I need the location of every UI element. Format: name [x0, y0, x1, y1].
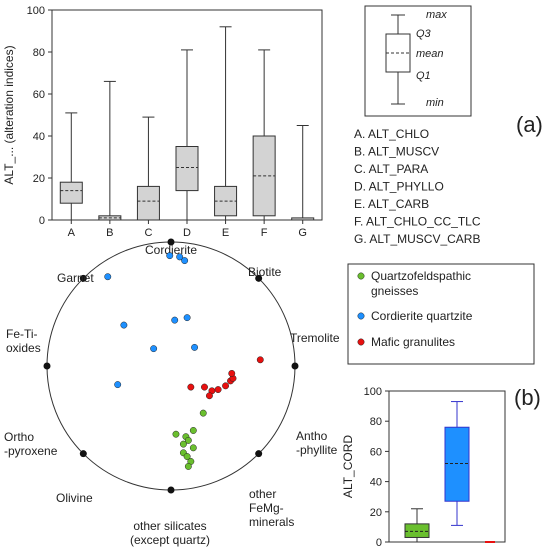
point-green	[189, 444, 197, 452]
point-red	[201, 383, 208, 391]
y-tick-label: 100	[27, 5, 45, 17]
key-q3-label: Q3	[416, 28, 432, 40]
panel-label-b: (b)	[514, 385, 541, 410]
point-red	[214, 386, 222, 394]
box-blue	[444, 426, 470, 502]
y-tick-label: 0	[39, 215, 45, 227]
y-tick-label: 40	[33, 131, 45, 143]
y-tick-label: 0	[376, 537, 382, 549]
point-red	[256, 356, 264, 364]
x-tick-label: E	[222, 227, 229, 239]
y-tick-label: 40	[370, 477, 382, 489]
point-red	[187, 383, 195, 391]
x-tick-label: B	[106, 227, 113, 239]
y-axis-label: ALT_CORD	[341, 435, 355, 498]
point-blue	[171, 316, 179, 324]
key-mean-label: mean	[416, 48, 444, 60]
legend-label: Mafic granulites	[371, 335, 455, 349]
key-min-label: min	[426, 97, 444, 109]
point-blue	[176, 253, 184, 261]
point-green	[172, 430, 180, 438]
point-blue	[181, 257, 189, 265]
legend-label: Quartzofeldspathic gneisses	[371, 269, 471, 298]
plot-frame	[388, 390, 506, 543]
point-blue	[166, 252, 174, 260]
point-green	[183, 453, 191, 460]
point-blue	[114, 381, 122, 389]
point-green	[179, 440, 187, 448]
axis-anchor-dot	[167, 238, 175, 246]
axis-anchor-dot	[79, 274, 87, 282]
y-tick-label: 100	[364, 386, 382, 398]
axis-anchor-dot	[291, 362, 299, 370]
radar-axis-label: other silicates (except quartz)	[130, 519, 210, 547]
category-legend-item: D. ALT_PHYLLO	[354, 180, 444, 194]
panel-label-a: (a)	[516, 112, 543, 137]
legend-marker	[357, 272, 365, 280]
radar-axis-label: Cordierite	[145, 243, 197, 257]
point-blue	[191, 343, 199, 351]
radar-axis-label: Olivine	[56, 491, 93, 505]
axis-anchor-dot	[79, 450, 87, 458]
point-red	[205, 392, 213, 400]
y-tick-label: 60	[370, 446, 382, 458]
box-green	[404, 523, 430, 538]
radar-axis-label: Antho -phyllite	[296, 429, 338, 457]
radar-axis-label: Garnet	[57, 271, 94, 285]
key-max-label: max	[426, 9, 447, 21]
radar-axis-label: Fe-Ti-oxides	[6, 327, 41, 355]
category-legend-item: C. ALT_PARA	[354, 162, 428, 176]
point-red	[222, 382, 230, 390]
radar-legend: Quartzofeldspathic gneisses Cordierite qua…	[347, 263, 535, 365]
legend-marker	[357, 312, 365, 320]
x-tick-label: D	[183, 227, 191, 239]
category-legend-item: E. ALT_CARB	[354, 197, 429, 211]
category-legend-item: B. ALT_MUSCV	[354, 145, 439, 159]
point-blue	[183, 314, 191, 322]
y-axis-label: ALT_... (alteration indices)	[2, 45, 16, 184]
point-green	[199, 409, 207, 417]
point-blue	[104, 273, 112, 281]
x-tick-label: G	[298, 227, 307, 239]
point-blue	[120, 321, 128, 329]
point-green	[184, 436, 192, 444]
box-D	[175, 146, 199, 192]
point-red	[228, 369, 236, 377]
y-tick-label: 60	[33, 89, 45, 101]
alteration-indices-chart: 0 20 40 60 80 100 ALT_... (alteration indices)…	[2, 5, 323, 239]
radar-plot: Cordierite Biotite Tremolite Antho -phyllite…	[4, 238, 340, 547]
point-green	[189, 427, 197, 434]
axis-anchor-dot	[167, 486, 175, 494]
box-legend-key: max Q3 mean Q1 min	[364, 5, 472, 117]
category-legend-item: F. ALT_CHLO_CC_TLC	[354, 215, 481, 229]
radar-axis-label: Tremolite	[290, 331, 340, 345]
radar-axis-label: other FeMg-minerals	[249, 487, 294, 529]
legend-label: Cordierite quartzite	[371, 309, 473, 323]
radar-legend-frame	[347, 263, 535, 365]
category-legend-item: A. ALT_CHLO	[354, 127, 429, 141]
category-legend: A. ALT_CHLO B. ALT_MUSCV C. ALT_PARA D. ALT…	[354, 127, 481, 246]
point-blue	[150, 345, 158, 353]
radar-axis-label: Ortho -pyroxene	[4, 430, 58, 458]
category-legend-item: G. ALT_MUSCV_CARB	[354, 232, 480, 246]
y-tick-label: 20	[33, 173, 45, 185]
radar-axis-label: Biotite	[248, 265, 282, 279]
point-green	[184, 462, 192, 470]
axis-anchor-dot	[255, 450, 263, 458]
x-tick-label: A	[68, 227, 76, 239]
box-C	[136, 185, 160, 221]
axis-anchor-dot	[43, 362, 51, 370]
x-tick-label: C	[144, 227, 152, 239]
y-tick-label: 80	[33, 47, 45, 59]
x-tick-label: F	[261, 227, 268, 239]
legend-marker	[357, 338, 365, 346]
box-A	[59, 181, 83, 204]
key-q1-label: Q1	[416, 70, 431, 82]
y-tick-label: 80	[370, 416, 382, 428]
alt-cord-chart: 0 20 40 60 80 100 ALT_CORD	[341, 386, 506, 549]
axis-anchor-dot	[255, 274, 263, 282]
y-tick-label: 20	[370, 507, 382, 519]
key-frame	[364, 5, 472, 117]
